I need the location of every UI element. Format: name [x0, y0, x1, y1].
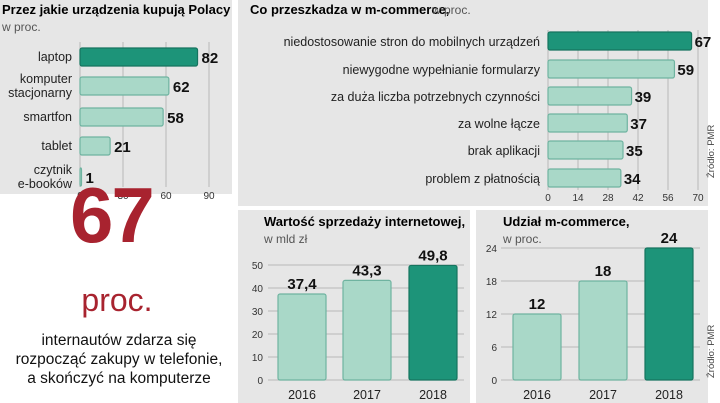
- devices-category-label: e-booków: [18, 177, 73, 191]
- barriers-value-label: 67: [695, 34, 712, 51]
- share-value-label: 24: [661, 230, 678, 247]
- callout-number: 67: [70, 171, 155, 259]
- share-ytick: 12: [486, 310, 498, 321]
- barriers-bar: [547, 113, 628, 133]
- devices-category-label: komputer: [20, 72, 72, 86]
- sales-bar: [342, 279, 392, 381]
- barriers-xtick: 70: [692, 193, 704, 204]
- barriers-bar: [547, 31, 693, 51]
- source-label-top: Źródło: PMR: [706, 125, 717, 178]
- callout-line-1: internautów zdarza się: [41, 332, 197, 349]
- barriers-xtick: 56: [662, 193, 674, 204]
- devices-category-label: laptop: [38, 50, 72, 64]
- share-title: Udział m-commerce,: [503, 214, 629, 229]
- barriers-category-label: za duża liczba potrzebnych czynności: [331, 90, 540, 104]
- share-ytick: 18: [486, 277, 498, 288]
- share-xtick: 2017: [589, 388, 617, 402]
- sales-ytick: 10: [252, 353, 264, 364]
- barriers-value-label: 34: [624, 171, 641, 188]
- share-value-label: 18: [595, 263, 612, 280]
- barriers-subtitle: w proc.: [431, 3, 471, 17]
- share-xtick: 2018: [655, 388, 683, 402]
- sales-ytick: 40: [252, 284, 264, 295]
- devices-category-label: smartfon: [23, 110, 72, 124]
- barriers-category-label: niewygodne wypełnianie formularzy: [343, 63, 541, 77]
- sales-xtick: 2017: [353, 388, 381, 402]
- devices-value-label: 21: [114, 139, 131, 156]
- devices-category-label: czytnik: [34, 163, 73, 177]
- barriers-bar: [547, 86, 633, 106]
- callout-line-3: a skończyć na komputerze: [27, 370, 211, 387]
- barriers-value-label: 59: [677, 62, 694, 79]
- barriers-xtick: 28: [602, 193, 614, 204]
- sales-value-label: 49,8: [418, 247, 447, 264]
- share-xtick: 2016: [523, 388, 551, 402]
- share-ytick: 6: [491, 343, 497, 354]
- devices-bar: [79, 76, 170, 96]
- sales-value-label: 43,3: [352, 262, 381, 279]
- callout-line-2: rozpocząć zakupy w telefonie,: [15, 351, 223, 368]
- devices-value-label: 58: [167, 110, 184, 127]
- barriers-bar: [547, 59, 676, 79]
- devices-bar: [79, 136, 111, 156]
- sales-ytick: 50: [252, 261, 264, 272]
- devices-xtick: 30: [117, 191, 129, 202]
- sales-xtick: 2016: [288, 388, 316, 402]
- barriers-value-label: 35: [626, 143, 643, 160]
- callout-caption: internautów zdarza się rozpocząć zakupy …: [0, 331, 238, 388]
- barriers-category-label: za wolne łącze: [458, 117, 540, 131]
- share-subtitle: w proc.: [502, 232, 542, 246]
- share-ytick: 24: [486, 244, 498, 255]
- barriers-value-label: 39: [635, 89, 652, 106]
- barriers-bar: [547, 140, 624, 160]
- sales-ytick: 0: [257, 376, 263, 387]
- devices-xtick: 60: [160, 191, 172, 202]
- barriers-bar: [547, 168, 622, 188]
- share-bar: [644, 247, 694, 381]
- sales-xtick: 2018: [419, 388, 447, 402]
- share-value-label: 12: [529, 296, 546, 313]
- sales-subtitle: w mld zł: [263, 232, 308, 246]
- devices-value-label: 62: [173, 79, 190, 96]
- share-bar: [512, 313, 562, 381]
- share-bar: [578, 280, 628, 381]
- devices-value-label: 82: [202, 50, 219, 67]
- sales-title: Wartość sprzedaży internetowej,: [264, 214, 465, 229]
- source-label-bottom: Źródło: PMR: [706, 325, 717, 378]
- devices-bar: [79, 167, 83, 187]
- devices-title: Przez jakie urządzenia kupują Polacy: [2, 2, 231, 17]
- barriers-category-label: problem z płatnością: [425, 172, 540, 186]
- barriers-xtick: 0: [545, 193, 551, 204]
- devices-xtick: 0: [77, 191, 83, 202]
- devices-panel-bg: [0, 0, 232, 194]
- devices-xtick: 90: [203, 191, 215, 202]
- sales-value-label: 37,4: [287, 276, 317, 293]
- barriers-xtick: 14: [572, 193, 584, 204]
- share-ytick: 0: [491, 376, 497, 387]
- sales-ytick: 20: [252, 330, 264, 341]
- barriers-title: Co przeszkadza w m-commerce,: [250, 2, 449, 17]
- barriers-category-label: niedostosowanie stron do mobilnych urząd…: [284, 35, 540, 49]
- barriers-category-label: brak aplikacji: [468, 144, 540, 158]
- barriers-value-label: 37: [630, 116, 647, 133]
- barriers-xtick: 42: [632, 193, 644, 204]
- devices-bar: [79, 107, 164, 127]
- devices-value-label: 1: [86, 170, 94, 187]
- devices-category-label: tablet: [41, 139, 72, 153]
- sales-bar: [277, 293, 327, 381]
- devices-subtitle: w proc.: [1, 20, 41, 34]
- sales-bar: [408, 264, 458, 381]
- callout-unit: proc.: [81, 282, 153, 318]
- devices-category-label: stacjonarny: [8, 86, 73, 100]
- sales-ytick: 30: [252, 307, 264, 318]
- devices-bar: [79, 47, 199, 67]
